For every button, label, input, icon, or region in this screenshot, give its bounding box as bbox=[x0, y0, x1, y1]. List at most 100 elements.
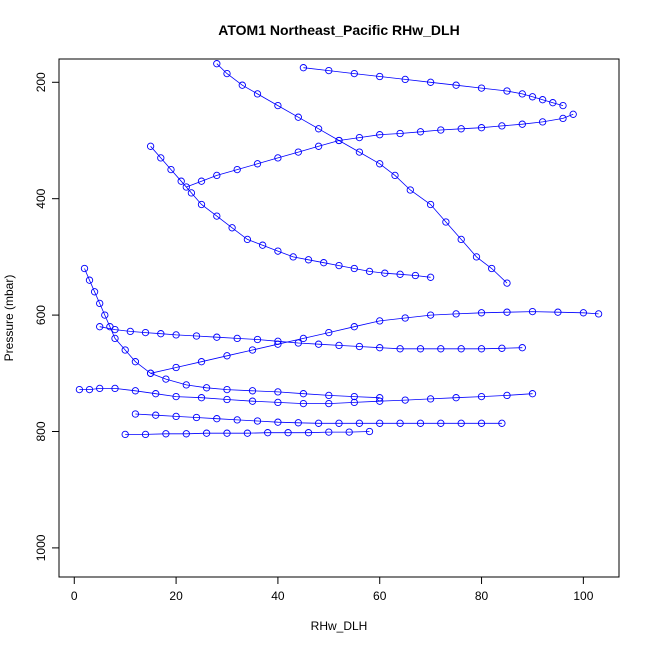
y-tick-label: 600 bbox=[34, 305, 48, 325]
data-point bbox=[518, 90, 526, 98]
data-point bbox=[90, 288, 99, 296]
x-tick-label: 80 bbox=[475, 589, 489, 603]
data-point bbox=[294, 339, 302, 347]
data-point bbox=[335, 261, 343, 270]
data-point bbox=[320, 259, 328, 267]
data-point bbox=[406, 186, 414, 194]
data-point bbox=[197, 177, 206, 185]
data-point bbox=[162, 375, 170, 383]
data-point bbox=[192, 332, 201, 340]
data-point bbox=[365, 267, 374, 276]
data-point bbox=[192, 413, 201, 422]
data-point bbox=[554, 308, 562, 316]
x-axis-label: RHw_DLH bbox=[311, 619, 368, 633]
data-point bbox=[472, 253, 481, 261]
data-point bbox=[96, 384, 104, 393]
data-point bbox=[299, 64, 308, 72]
data-point bbox=[426, 78, 435, 86]
data-point bbox=[264, 429, 272, 437]
data-point bbox=[182, 183, 190, 191]
data-point bbox=[426, 395, 435, 403]
data-point bbox=[426, 273, 435, 281]
data-point bbox=[488, 264, 496, 273]
data-point bbox=[350, 264, 358, 273]
x-tick-label: 100 bbox=[573, 589, 593, 603]
data-point bbox=[152, 411, 160, 419]
data-point bbox=[228, 224, 236, 232]
data-point bbox=[111, 325, 119, 334]
x-tick-label: 40 bbox=[271, 589, 285, 603]
data-point bbox=[223, 429, 231, 437]
data-point bbox=[355, 148, 364, 156]
data-point bbox=[131, 410, 140, 418]
data-point bbox=[528, 307, 537, 316]
data-point bbox=[437, 126, 445, 134]
data-point bbox=[121, 346, 129, 354]
series-line bbox=[150, 146, 431, 278]
data-point bbox=[146, 369, 155, 377]
data-point bbox=[335, 419, 343, 427]
data-point bbox=[304, 429, 313, 437]
data-point bbox=[299, 334, 308, 343]
data-point bbox=[376, 344, 384, 352]
data-point bbox=[391, 171, 399, 180]
data-point bbox=[350, 69, 358, 78]
data-point bbox=[187, 189, 196, 197]
data-point bbox=[376, 131, 384, 139]
data-point bbox=[284, 429, 292, 437]
data-point bbox=[401, 396, 409, 404]
data-point bbox=[253, 417, 262, 425]
series-line bbox=[135, 413, 502, 424]
data-point bbox=[452, 310, 460, 318]
data-point bbox=[75, 385, 84, 394]
data-point bbox=[426, 200, 435, 209]
data-point bbox=[416, 419, 425, 427]
data-point bbox=[350, 323, 358, 331]
data-point bbox=[376, 317, 384, 325]
data-point bbox=[299, 390, 308, 398]
series-line bbox=[84, 268, 380, 399]
data-point bbox=[376, 397, 384, 405]
series-line bbox=[125, 431, 370, 435]
data-point bbox=[289, 253, 297, 261]
data-point bbox=[559, 114, 567, 123]
data-point bbox=[294, 419, 302, 427]
y-tick-label: 400 bbox=[34, 188, 48, 208]
data-point bbox=[350, 398, 358, 407]
data-point bbox=[355, 342, 364, 351]
data-point bbox=[477, 392, 486, 401]
y-tick-label: 1000 bbox=[34, 534, 48, 561]
data-point bbox=[457, 345, 465, 353]
data-point bbox=[314, 340, 323, 348]
data-point bbox=[569, 110, 577, 118]
data-point bbox=[243, 235, 252, 244]
data-point bbox=[538, 118, 547, 126]
data-point bbox=[477, 124, 486, 132]
data-point bbox=[498, 344, 506, 352]
series-line bbox=[79, 387, 533, 405]
data-point bbox=[274, 101, 282, 110]
data-point bbox=[381, 269, 389, 277]
series-line bbox=[150, 311, 599, 374]
data-point bbox=[248, 397, 257, 405]
x-tick-label: 20 bbox=[169, 589, 183, 603]
data-point bbox=[213, 60, 221, 68]
y-tick-label: 800 bbox=[34, 421, 48, 441]
series-line bbox=[99, 326, 523, 350]
data-point bbox=[213, 415, 221, 423]
data-point bbox=[101, 311, 109, 319]
data-point bbox=[152, 390, 160, 398]
plot-frame bbox=[58, 58, 620, 578]
data-point bbox=[355, 133, 364, 142]
data-point bbox=[294, 148, 302, 156]
series-line bbox=[186, 113, 574, 188]
data-point bbox=[253, 90, 262, 98]
data-point bbox=[314, 419, 323, 427]
data-point bbox=[238, 81, 246, 89]
data-point bbox=[121, 430, 129, 439]
data-point bbox=[253, 160, 262, 168]
data-point bbox=[274, 418, 282, 426]
data-point bbox=[503, 391, 511, 400]
data-point bbox=[314, 125, 323, 133]
data-point bbox=[141, 328, 150, 337]
